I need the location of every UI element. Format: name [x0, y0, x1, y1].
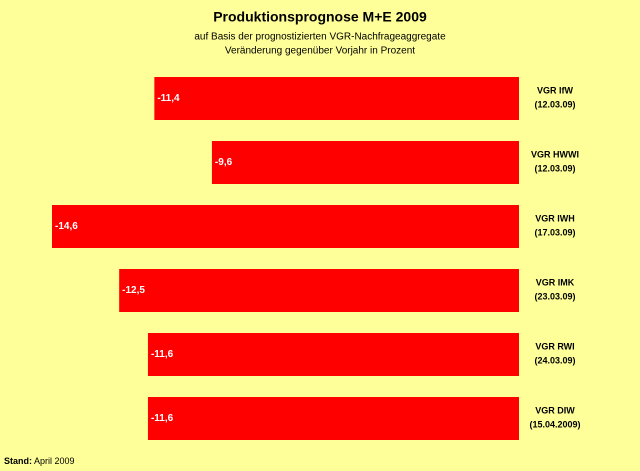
category-label: VGR IMK (23.03.09)	[534, 278, 575, 302]
bar	[154, 77, 519, 120]
category-line: (12.03.09)	[534, 100, 575, 110]
bar	[119, 269, 519, 312]
subtitle: Veränderung gegenüber Vorjahr in Prozent	[225, 46, 415, 57]
value-label: -12,5	[122, 285, 145, 296]
category-label: VGR RWI (24.03.09)	[534, 342, 575, 366]
category-label: VGR HWWI (12.03.09)	[531, 150, 579, 174]
category-line: (23.03.09)	[534, 292, 575, 302]
category-line: VGR IfW	[537, 86, 574, 96]
footer-label: Stand:	[4, 456, 32, 466]
category-label: VGR DIW (15.04.2009)	[529, 406, 580, 430]
chart-title: Produktionsprognose M+E 2009	[213, 9, 427, 25]
bar	[211, 141, 519, 184]
category-label: VGR IWH (17.03.09)	[534, 214, 575, 238]
category-line: (12.03.09)	[534, 164, 575, 174]
bar	[147, 397, 519, 440]
value-label: -14,6	[55, 221, 78, 232]
category-line: VGR IWH	[535, 214, 575, 224]
value-label: -11,6	[151, 413, 174, 424]
subtitle: auf Basis der prognostizierten VGR-Nachf…	[194, 32, 446, 43]
category-line: VGR HWWI	[531, 150, 579, 160]
category-line: (24.03.09)	[534, 356, 575, 366]
value-label: -9,6	[215, 157, 233, 168]
category-line: VGR IMK	[536, 278, 575, 288]
category-line: (17.03.09)	[534, 228, 575, 238]
footer: Stand: April 2009	[4, 456, 75, 466]
category-label: VGR IfW (12.03.09)	[534, 86, 575, 110]
value-label: -11,6	[151, 349, 174, 360]
bar	[52, 205, 519, 248]
category-line: (15.04.2009)	[529, 420, 580, 430]
value-label: -11,4	[157, 93, 180, 104]
category-line: VGR RWI	[535, 342, 574, 352]
category-line: VGR DIW	[535, 406, 575, 416]
bar	[147, 333, 519, 376]
footer-text: April 2009	[34, 456, 75, 466]
